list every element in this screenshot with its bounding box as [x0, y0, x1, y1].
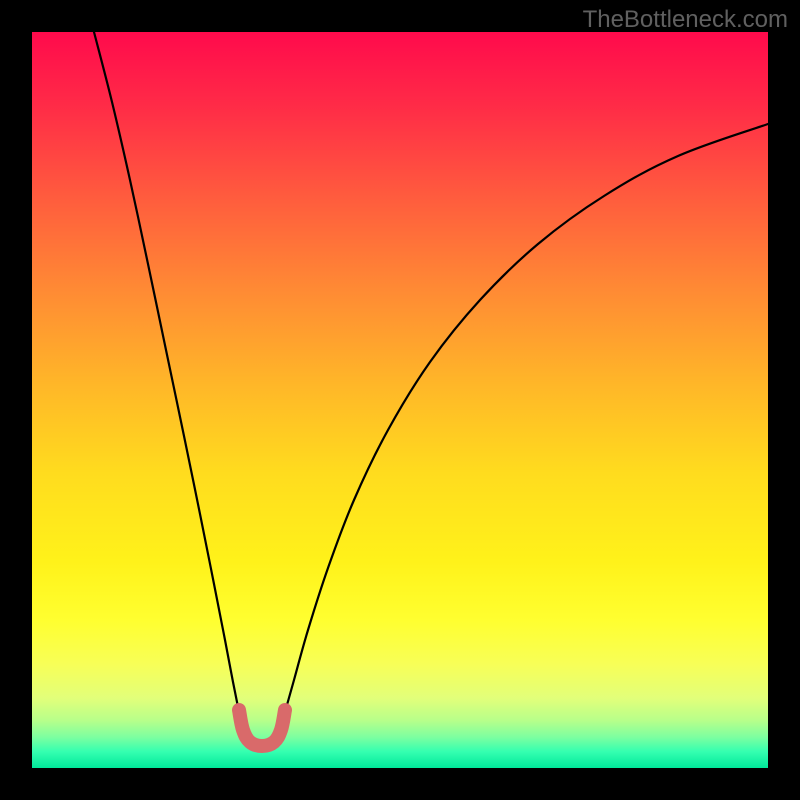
gradient-background: [32, 32, 768, 768]
watermark-text: TheBottleneck.com: [583, 6, 788, 34]
plot-area: [32, 32, 768, 768]
bottleneck-chart: [0, 0, 800, 800]
